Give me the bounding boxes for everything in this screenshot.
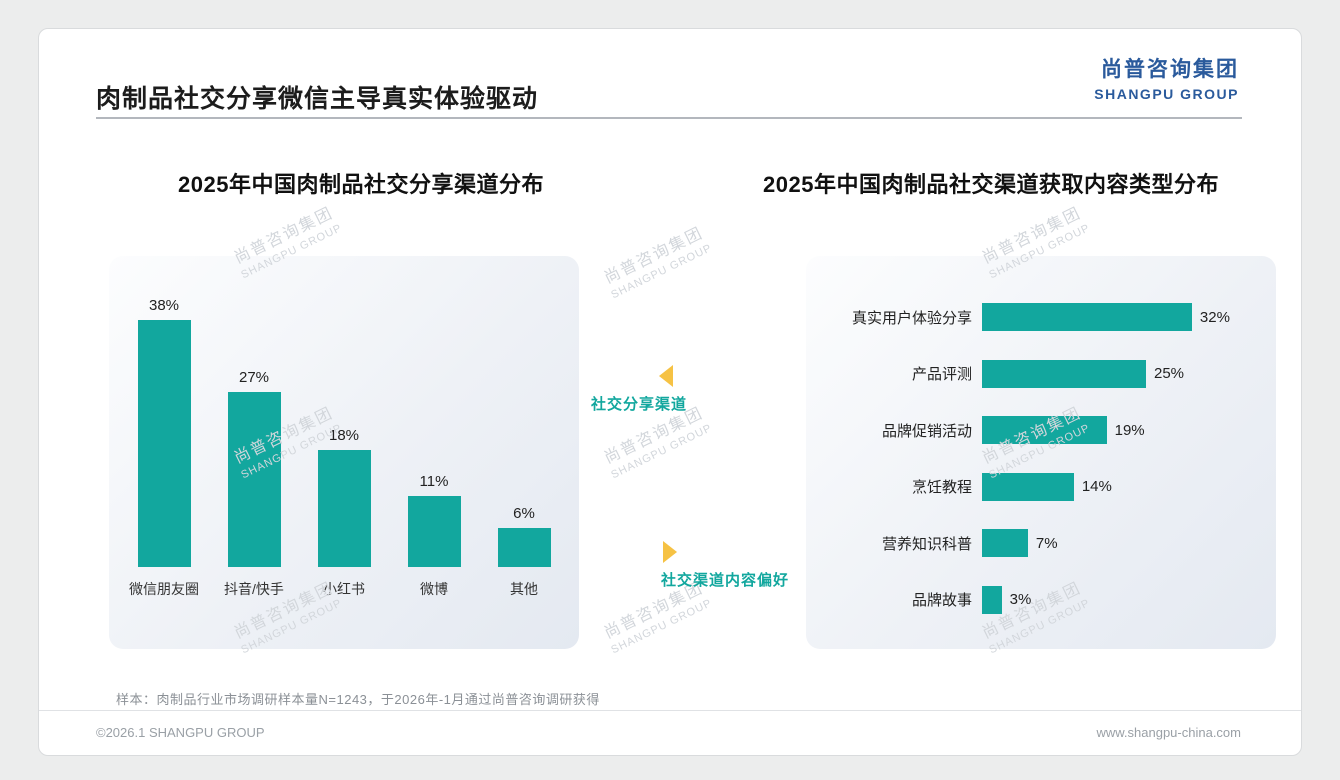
bar-value-label: 6%	[513, 505, 535, 522]
hbar-row: 真实用户体验分享 32%	[820, 289, 1270, 346]
bar-value-label: 7%	[1035, 534, 1058, 552]
logo-text-en: SHANGPU GROUP	[1094, 86, 1239, 102]
watermark-text-en: SHANGPU GROUP	[609, 422, 715, 482]
hbar-row: 营养知识科普 7%	[820, 515, 1270, 572]
watermark-text-cn: 尚普咨询集团	[601, 224, 707, 288]
annotation-social-share-channel: 社交分享渠道	[591, 365, 751, 414]
right-chart-title: 2025年中国肉制品社交渠道获取内容类型分布	[763, 172, 1219, 197]
bar-value-label: 3%	[1009, 591, 1032, 609]
horizontal-bar-plot: 真实用户体验分享 32% 产品评测 25% 品牌促销活动 19% 烹饪教程 14% 营养知识科普…	[820, 289, 1270, 628]
annotation-label: 社交分享渠道	[591, 396, 688, 413]
company-logo: 尚普咨询集团 SHANGPU GROUP	[1094, 53, 1239, 102]
footer-copyright: ©2026.1 SHANGPU GROUP	[96, 725, 265, 740]
page-title: 肉制品社交分享微信主导真实体验驱动	[96, 85, 539, 113]
annotation-label: 社交渠道内容偏好	[661, 572, 790, 589]
bar	[982, 303, 1192, 332]
bar-value-label: 32%	[1199, 308, 1230, 326]
bar	[982, 472, 1074, 501]
hbar-row: 产品评测 25%	[820, 346, 1270, 403]
bar	[982, 529, 1028, 558]
bar-category-label: 小红书	[323, 581, 365, 597]
bar	[982, 585, 1002, 614]
bar-category-label: 烹饪教程	[911, 479, 972, 497]
bar-category-label: 其他	[510, 581, 538, 597]
hbar-row: 品牌故事 3%	[820, 572, 1270, 629]
vbar-column: 38%	[119, 297, 209, 567]
footer-website: www.shangpu-china.com	[1096, 725, 1241, 740]
left-chart-title: 2025年中国肉制品社交分享渠道分布	[178, 172, 544, 197]
vertical-bar-categories: 微信朋友圈 抖音/快手 小红书 微博 其他	[119, 579, 569, 599]
watermark-text-en: SHANGPU GROUP	[609, 242, 715, 302]
bar-value-label: 38%	[148, 297, 180, 314]
arrow-left-icon	[659, 365, 673, 387]
vbar-column: 18%	[299, 427, 389, 567]
arrow-right-icon	[663, 541, 677, 563]
bar	[137, 320, 191, 567]
bar	[317, 450, 371, 567]
bar-category-label: 品牌促销活动	[881, 422, 972, 440]
sample-note: 样本：肉制品行业市场调研样本量N=1243，于2026年-1月通过尚普咨询调研获…	[116, 692, 600, 707]
bar-value-label: 27%	[238, 368, 270, 386]
vbar-column: 6%	[479, 505, 569, 567]
bar-category-label: 抖音/快手	[224, 581, 284, 597]
logo-text-cn: 尚普咨询集团	[1101, 58, 1239, 81]
bar-category-label: 营养知识科普	[881, 535, 972, 553]
hbar-row: 烹饪教程 14%	[820, 459, 1270, 516]
slide-card: 肉制品社交分享微信主导真实体验驱动 尚普咨询集团 SHANGPU GROUP 2…	[38, 28, 1302, 756]
footer: ©2026.1 SHANGPU GROUP www.shangpu-china.…	[39, 710, 1301, 755]
vbar-column: 11%	[389, 472, 479, 567]
bar-value-label: 18%	[328, 427, 360, 444]
bar-value-label: 25%	[1154, 365, 1185, 383]
left-chart-panel: 38% 27% 18% 11% 6% 微信朋友圈 抖音/快手 小红书 微博 其他	[109, 256, 579, 649]
annotation-content-preference: 社交渠道内容偏好	[661, 541, 841, 590]
watermark: 尚普咨询集团 SHANGPU GROUP	[580, 210, 731, 310]
bar	[497, 528, 551, 567]
vertical-bar-plot: 38% 27% 18% 11% 6%	[119, 274, 569, 567]
bar-category-label: 品牌故事	[911, 592, 972, 610]
bar	[982, 416, 1107, 445]
watermark-text-en: SHANGPU GROUP	[609, 597, 715, 657]
right-chart-panel: 真实用户体验分享 32% 产品评测 25% 品牌促销活动 19% 烹饪教程 14% 营养知识科普…	[806, 256, 1276, 649]
bar-category-label: 真实用户体验分享	[851, 309, 972, 327]
bar-value-label: 11%	[419, 472, 449, 490]
bar-category-label: 微博	[420, 581, 448, 597]
bar	[227, 391, 281, 567]
header-divider	[96, 117, 1242, 119]
hbar-row: 品牌促销活动 19%	[820, 402, 1270, 459]
bar-category-label: 微信朋友圈	[129, 581, 199, 597]
bar-category-label: 产品评测	[911, 366, 972, 384]
bar-value-label: 19%	[1114, 421, 1145, 439]
bar	[982, 359, 1146, 388]
bar	[407, 495, 461, 567]
bar-value-label: 14%	[1081, 478, 1112, 496]
vbar-column: 27%	[209, 368, 299, 567]
